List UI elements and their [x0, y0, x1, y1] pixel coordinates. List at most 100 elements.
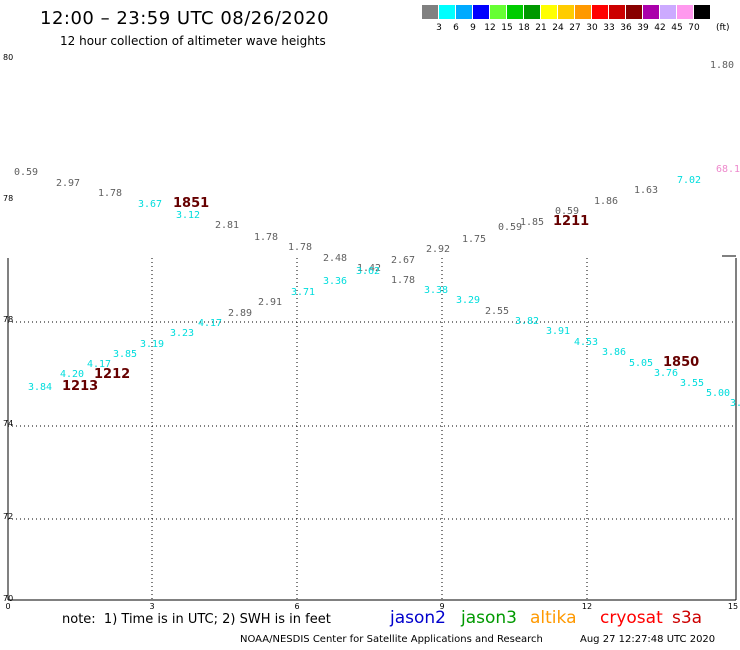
time-marker-label: 1212: [94, 367, 130, 382]
legend-swatch: [524, 5, 540, 19]
satellite-s3a: s3a: [672, 608, 703, 628]
wave-height-label: 2.67: [391, 255, 415, 266]
wave-height-label: 3.76: [654, 368, 678, 379]
wave-height-label: 68.1: [716, 164, 740, 175]
wave-height-label: 5.00: [706, 388, 730, 399]
legend-swatch: [609, 5, 625, 19]
x-tick-label: 3: [149, 602, 154, 611]
legend-value: 9: [470, 23, 476, 33]
wave-height-label: 3.84: [28, 382, 52, 393]
legend-value: 21: [535, 23, 547, 33]
legend-value: 18: [518, 23, 530, 33]
legend-value: 27: [569, 23, 581, 33]
legend-value: 30: [586, 23, 598, 33]
wave-height-label: 0.59: [555, 206, 579, 217]
legend-value: 15: [501, 23, 513, 33]
legend-value: 45: [671, 23, 683, 33]
satellite-cryosat: cryosat: [600, 608, 663, 628]
wave-height-label: 1.42: [357, 263, 381, 274]
satellite-jason2: jason2: [390, 608, 446, 628]
wave-height-label: 1.85: [520, 217, 544, 228]
legend-value: 42: [654, 23, 666, 33]
wave-height-label: 2.55: [485, 306, 509, 317]
credit-line: NOAA/NESDIS Center for Satellite Applica…: [240, 634, 543, 645]
time-marker-label: 1851: [173, 196, 209, 211]
wave-height-label: 7.02: [677, 175, 701, 186]
wave-height-label: 3.82: [515, 316, 539, 327]
wave-height-label: 3.85: [113, 349, 137, 360]
footer-note: note: 1) Time is in UTC; 2) SWH is in fe…: [62, 612, 331, 627]
legend-value: 33: [603, 23, 615, 33]
legend-swatch: [558, 5, 574, 19]
wave-height-label: 3.71: [291, 287, 315, 298]
wave-height-label: 3.: [730, 398, 740, 409]
wave-height-label: 1.78: [288, 242, 312, 253]
y-axis-label: 70: [3, 594, 13, 603]
map-subtitle: 12 hour collection of altimeter wave hei…: [60, 34, 326, 48]
y-axis-label: 78: [3, 194, 13, 203]
legend-value: 36: [620, 23, 632, 33]
x-tick-label: 9: [439, 602, 444, 611]
legend-value: 6: [453, 23, 459, 33]
wave-height-label: 3.19: [140, 339, 164, 350]
wave-height-label: 4.20: [60, 369, 84, 380]
wave-height-label: 3.86: [602, 347, 626, 358]
wave-height-label: 2.91: [258, 297, 282, 308]
wave-height-label: 1.78: [98, 188, 122, 199]
wave-height-label: 2.48: [323, 253, 347, 264]
legend-swatch: [456, 5, 472, 19]
legend-swatch: [473, 5, 489, 19]
legend-swatch: [439, 5, 455, 19]
wave-height-label: 0.59: [14, 167, 38, 178]
legend-value: 12: [484, 23, 496, 33]
wave-height-label: 1.75: [462, 234, 486, 245]
legend-swatch: [660, 5, 676, 19]
y-axis-label: 74: [3, 419, 13, 428]
wave-height-label: 3.23: [170, 328, 194, 339]
wave-height-label: 4.17: [198, 318, 222, 329]
wave-height-label: 2.81: [215, 220, 239, 231]
x-tick-label: 12: [582, 602, 592, 611]
wave-height-label: 1.86: [594, 196, 618, 207]
legend-swatch: [507, 5, 523, 19]
wave-height-label: 3.38: [424, 285, 448, 296]
wave-height-label: 2.97: [56, 178, 80, 189]
legend-swatch: [677, 5, 693, 19]
legend-swatch: [422, 5, 438, 19]
satellite-altika: altika: [530, 608, 577, 628]
wave-height-label: 3.12: [176, 210, 200, 221]
time-marker-label: 1213: [62, 379, 98, 394]
time-marker-label: 1850: [663, 355, 699, 370]
wave-height-label: 5.05: [629, 358, 653, 369]
wave-height-label: 3.36: [323, 276, 347, 287]
legend-value: 39: [637, 23, 649, 33]
wave-height-label: 3.62: [356, 266, 380, 277]
map-title: 12:00 – 23:59 UTC 08/26/2020: [40, 8, 330, 29]
legend-unit: (ft): [716, 23, 730, 33]
wave-height-label: 4.17: [87, 359, 111, 370]
wave-height-label: 1.80: [710, 60, 734, 71]
legend-swatch: [592, 5, 608, 19]
wave-height-label: 1.63: [634, 185, 658, 196]
wave-height-label: 3.29: [456, 295, 480, 306]
x-tick-label: 15: [728, 602, 738, 611]
x-tick-label: 0: [5, 602, 10, 611]
legend-swatch: [575, 5, 591, 19]
legend-value: 3: [436, 23, 442, 33]
legend-swatch: [490, 5, 506, 19]
wave-height-label: 4.53: [574, 337, 598, 348]
wave-height-label: 3.67: [138, 199, 162, 210]
x-tick-label: 6: [294, 602, 299, 611]
wave-height-label: 1.78: [254, 232, 278, 243]
wave-height-label: 0.59: [498, 222, 522, 233]
y-axis-label: 72: [3, 512, 13, 521]
wave-height-label: 3.55: [680, 378, 704, 389]
legend-swatch: [626, 5, 642, 19]
generation-timestamp: Aug 27 12:27:48 UTC 2020: [580, 634, 716, 645]
y-axis-label: 78: [3, 315, 13, 324]
y-axis-label: 80: [3, 53, 13, 62]
satellite-jason3: jason3: [461, 608, 517, 628]
time-marker-label: 1211: [553, 214, 589, 229]
